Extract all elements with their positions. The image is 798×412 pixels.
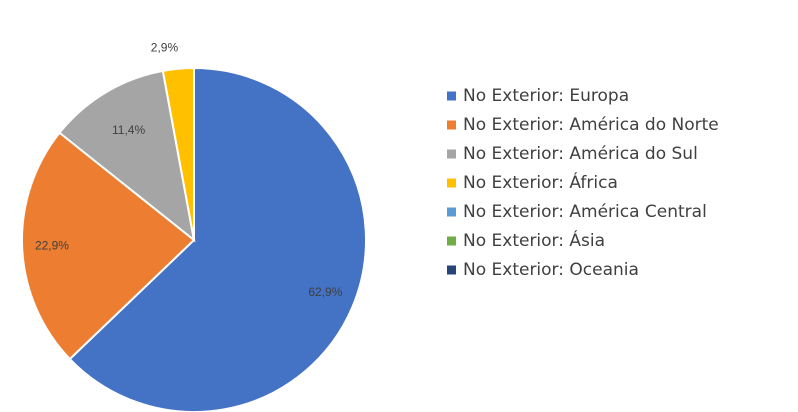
legend: No Exterior: Europa No Exterior: América …: [447, 86, 719, 280]
legend-swatch: [447, 91, 456, 101]
pie-slice: [161, 66, 195, 241]
data-label: 22,9%: [35, 238, 69, 252]
pie-slice: [58, 69, 196, 243]
data-label: 2,9%: [151, 40, 179, 54]
legend-swatch: [447, 120, 456, 130]
data-label: 11,4%: [112, 123, 145, 137]
pie-slice: [68, 66, 367, 412]
legend-label: No Exterior: Ásia: [463, 229, 605, 251]
legend-swatch: [447, 265, 456, 275]
legend-swatch: [447, 207, 456, 217]
data-label: 62,9%: [308, 285, 342, 299]
legend-label: No Exterior: Oceania: [463, 260, 639, 280]
pie-slice: [21, 131, 196, 361]
legend-label: No Exterior: América do Norte: [463, 115, 719, 135]
legend-label: No Exterior: África: [463, 171, 618, 193]
pie-slices: [21, 66, 367, 412]
legend-swatch: [447, 236, 456, 246]
data-labels: 62,9% 22,9% 11,4% 2,9%: [35, 40, 343, 298]
legend-swatch: [447, 149, 456, 159]
legend-label: No Exterior: América Central: [463, 202, 707, 222]
legend-label: No Exterior: América do Sul: [463, 144, 698, 164]
legend-label: No Exterior: Europa: [463, 86, 629, 106]
legend-swatch: [447, 178, 456, 188]
